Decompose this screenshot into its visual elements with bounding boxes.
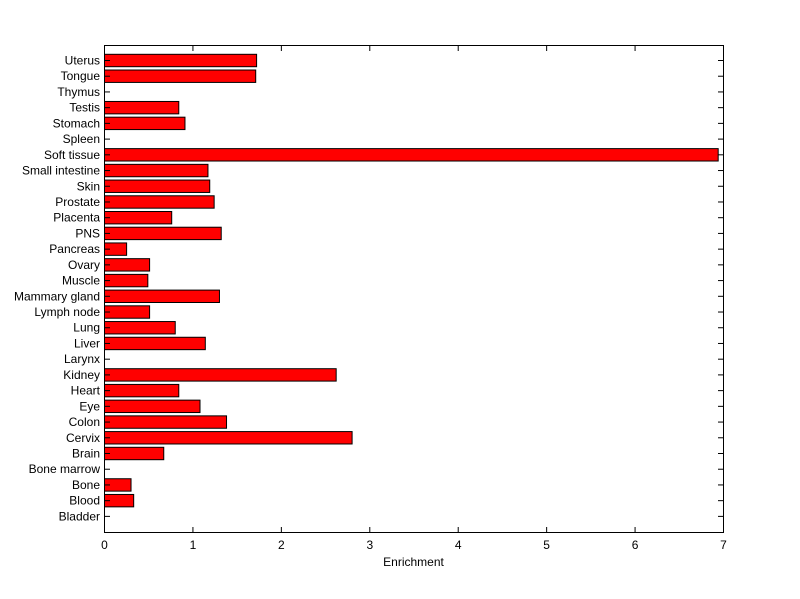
y-tick-label: Bone	[72, 478, 100, 492]
bar	[104, 148, 719, 162]
y-tick-label: Pancreas	[49, 242, 100, 256]
x-axis-label: Enrichment	[383, 555, 444, 569]
y-tick-label: Spleen	[63, 132, 100, 146]
y-tick-label: PNS	[75, 226, 100, 240]
bar	[104, 273, 149, 288]
x-tick-label: 3	[366, 538, 373, 552]
y-tick-label: Brain	[72, 447, 100, 461]
y-tick-label: Soft tissue	[44, 148, 100, 162]
x-tick-label: 2	[278, 538, 285, 552]
y-tick-label: Mammary gland	[14, 289, 100, 303]
bar	[104, 179, 211, 193]
y-tick-label: Cervix	[66, 431, 100, 445]
y-tick-label: Prostate	[55, 195, 100, 209]
ticks-group	[104, 45, 724, 533]
x-tick-label: 7	[720, 538, 727, 552]
y-tick-label: Heart	[71, 384, 101, 398]
bar	[104, 226, 222, 241]
bar	[104, 431, 353, 445]
y-tick-label: Small intestine	[22, 164, 100, 178]
x-tick-label: 1	[190, 538, 197, 552]
bar	[104, 415, 228, 429]
y-tick-label: Colon	[69, 415, 100, 429]
y-tick-label: Lung	[73, 321, 100, 335]
y-tick-label: Bone marrow	[29, 462, 101, 476]
x-tick-label: 0	[101, 538, 108, 552]
y-tick-label: Blood	[69, 494, 100, 508]
x-tick-label: 4	[455, 538, 462, 552]
bar	[104, 399, 201, 414]
y-tick-label: Liver	[74, 336, 100, 350]
bar	[104, 446, 165, 461]
y-tick-label: Uterus	[65, 54, 100, 68]
y-tick-label: Stomach	[53, 116, 100, 130]
y-tick-label: Skin	[77, 179, 100, 193]
bar	[104, 163, 209, 178]
y-tick-label: Tongue	[61, 69, 101, 83]
plot-frame	[104, 45, 724, 533]
y-tick-label: Placenta	[53, 211, 100, 225]
x-tick-label: 5	[543, 538, 550, 552]
y-tick-label: Eye	[79, 399, 100, 413]
bar	[104, 383, 180, 398]
y-tick-label: Lymph node	[34, 305, 100, 319]
bar	[104, 289, 220, 304]
bar	[104, 258, 151, 272]
y-tick-label: Larynx	[64, 352, 100, 366]
bar	[104, 305, 151, 319]
y-tick-label: Muscle	[62, 274, 100, 288]
y-tick-label: Kidney	[63, 368, 100, 382]
y-tick-label: Testis	[69, 101, 100, 115]
bar	[104, 211, 173, 225]
bar	[104, 116, 186, 131]
bar	[104, 321, 176, 335]
y-tick-label: Ovary	[68, 258, 100, 272]
bar	[104, 195, 215, 209]
bar	[104, 69, 257, 83]
y-tick-label: Bladder	[59, 509, 100, 523]
x-tick-label: 6	[632, 538, 639, 552]
bar	[104, 336, 206, 351]
bar	[104, 368, 337, 382]
bar	[104, 100, 180, 115]
bars-group	[104, 53, 719, 508]
bar	[104, 53, 258, 68]
y-tick-label: Thymus	[57, 85, 100, 99]
